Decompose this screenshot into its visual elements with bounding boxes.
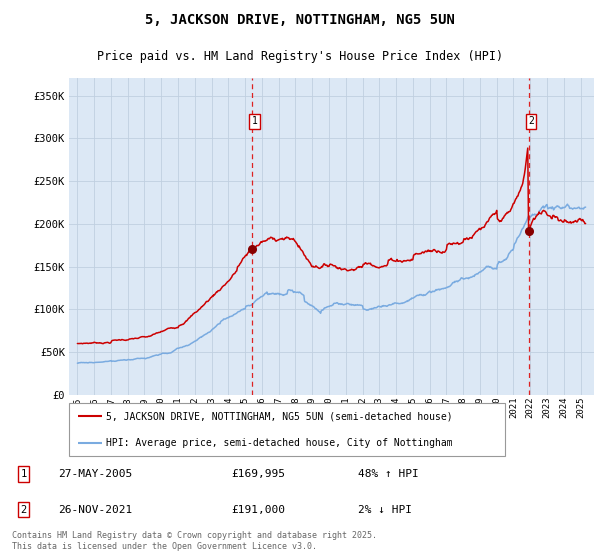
Text: 5, JACKSON DRIVE, NOTTINGHAM, NG5 5UN (semi-detached house): 5, JACKSON DRIVE, NOTTINGHAM, NG5 5UN (s… (106, 412, 452, 422)
Text: 5, JACKSON DRIVE, NOTTINGHAM, NG5 5UN: 5, JACKSON DRIVE, NOTTINGHAM, NG5 5UN (145, 13, 455, 27)
Text: £191,000: £191,000 (231, 505, 285, 515)
Text: £169,995: £169,995 (231, 469, 285, 479)
Text: 2% ↓ HPI: 2% ↓ HPI (358, 505, 412, 515)
Text: 2: 2 (528, 116, 534, 126)
Text: 27-MAY-2005: 27-MAY-2005 (58, 469, 133, 479)
Text: 26-NOV-2021: 26-NOV-2021 (58, 505, 133, 515)
Text: Contains HM Land Registry data © Crown copyright and database right 2025.
This d: Contains HM Land Registry data © Crown c… (12, 531, 377, 551)
Text: 1: 1 (251, 116, 257, 126)
Text: 2: 2 (20, 505, 27, 515)
Text: Price paid vs. HM Land Registry's House Price Index (HPI): Price paid vs. HM Land Registry's House … (97, 50, 503, 63)
Text: 48% ↑ HPI: 48% ↑ HPI (358, 469, 418, 479)
Text: HPI: Average price, semi-detached house, City of Nottingham: HPI: Average price, semi-detached house,… (106, 438, 452, 448)
Text: 1: 1 (20, 469, 27, 479)
FancyBboxPatch shape (69, 403, 505, 456)
